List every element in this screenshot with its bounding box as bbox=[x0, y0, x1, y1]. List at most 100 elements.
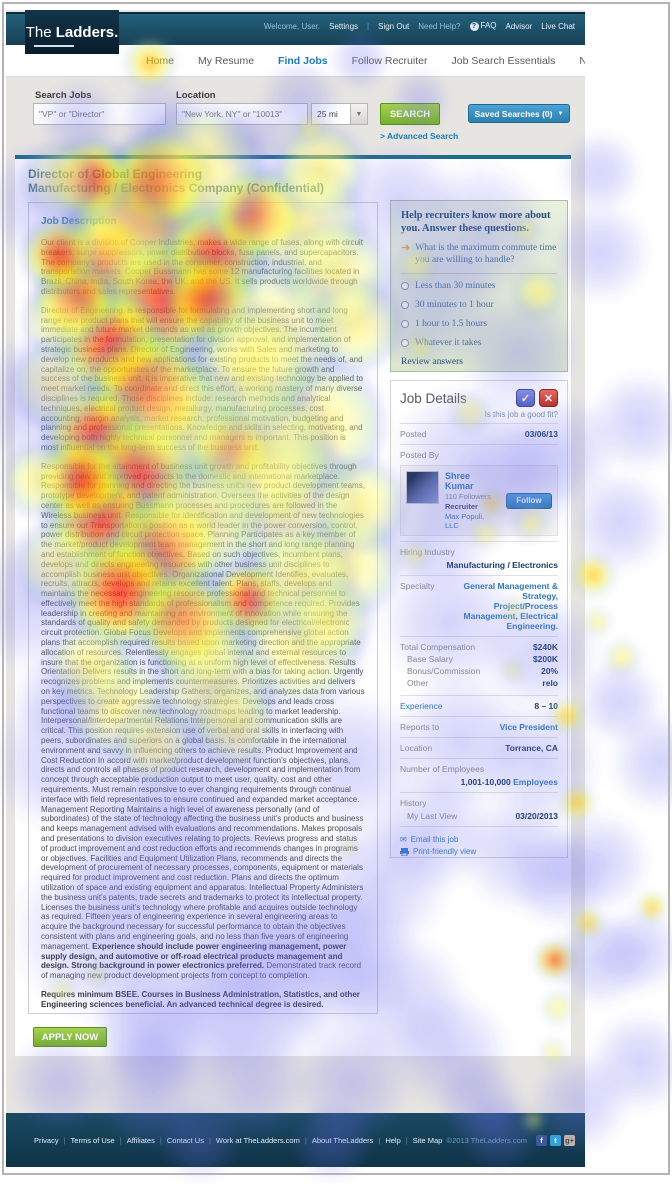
compensation-row: Base Salary $200K bbox=[407, 654, 558, 664]
account-bar: Welcome, User. Settings | Sign Out Need … bbox=[264, 21, 575, 31]
googleplus-icon[interactable]: g+ bbox=[564, 1134, 575, 1146]
saved-searches-label: Saved Searches (0) bbox=[474, 108, 553, 119]
compensation-row: Total Compensation $240K bbox=[400, 642, 558, 652]
job-actions: ✉ Email this job Print-friendly view bbox=[400, 826, 558, 857]
nav-item-find-jobs[interactable]: Find Jobs bbox=[278, 54, 328, 67]
good-fit-question: Is this job a good fit? bbox=[484, 410, 558, 419]
logo-text-the: The bbox=[25, 23, 52, 41]
radio-icon[interactable] bbox=[401, 282, 409, 290]
printer-icon bbox=[400, 847, 409, 856]
saved-searches-button[interactable]: Saved Searches (0) ▼ bbox=[468, 104, 570, 123]
radio-icon[interactable] bbox=[401, 320, 409, 328]
search-jobs-label: Search Jobs bbox=[35, 90, 92, 101]
follow-button[interactable]: Follow bbox=[506, 492, 552, 509]
theladders-logo[interactable]: The Ladders. bbox=[25, 10, 119, 54]
footer-link-contact-us[interactable]: Contact Us bbox=[167, 1136, 216, 1145]
footer-link-help[interactable]: Help bbox=[385, 1136, 412, 1145]
recruiter-questions-box: Help recruiters know more about you. Ans… bbox=[390, 200, 568, 372]
last-view-label: My Last View bbox=[407, 811, 458, 821]
commute-option-label: 30 minutes to 1 hour bbox=[415, 300, 494, 310]
chevron-down-icon[interactable]: ▼ bbox=[350, 104, 367, 124]
reports-to-row: Reports to Vice President bbox=[400, 716, 558, 737]
description-paragraph: Director of Engineering, is responsible … bbox=[41, 305, 363, 452]
location-row-value: Torrance, CA bbox=[505, 743, 558, 753]
posted-label: Posted bbox=[400, 429, 427, 439]
nav-item-my-resume[interactable]: My Resume bbox=[198, 54, 255, 67]
experience-row: Experience 8 – 10 bbox=[400, 695, 558, 716]
job-details-panel: Job Details ✓ ✕ Is this job a good fit? … bbox=[390, 380, 568, 858]
arrow-right-icon: ➜ bbox=[401, 242, 411, 254]
recruiter-name-link[interactable]: Shree Kumar bbox=[445, 471, 474, 491]
envelope-icon: ✉ bbox=[400, 835, 407, 844]
hiring-industry-value: Manufacturing / Electronics bbox=[446, 560, 558, 570]
radio-icon[interactable] bbox=[401, 301, 409, 309]
good-fit-yes-button[interactable]: ✓ bbox=[516, 389, 535, 407]
sign-out-link[interactable]: Sign Out bbox=[378, 21, 410, 31]
history-label: History bbox=[400, 798, 427, 808]
job-description-box: Job Description Our client is a division… bbox=[28, 202, 378, 1014]
commute-option[interactable]: 30 minutes to 1 hour bbox=[401, 300, 557, 310]
welcome-user: Welcome, User. bbox=[263, 21, 321, 31]
radio-icon[interactable] bbox=[401, 339, 409, 347]
commute-option-label: Less than 30 minutes bbox=[415, 281, 496, 291]
compensation-row: Bonus/Commission 20% bbox=[407, 666, 558, 676]
footer-link-about-theladders[interactable]: About TheLadders bbox=[312, 1136, 386, 1145]
site-canvas: The Ladders. Welcome, User. Settings | S… bbox=[6, 10, 585, 1167]
twitter-icon[interactable]: t bbox=[550, 1134, 561, 1146]
radius-value: 25 mi bbox=[317, 109, 338, 119]
email-job-link[interactable]: ✉ Email this job bbox=[400, 835, 459, 844]
advanced-search-link[interactable]: > Advanced Search bbox=[380, 131, 459, 141]
advisor-link[interactable]: Advisor bbox=[505, 21, 533, 31]
logo-underline bbox=[34, 45, 74, 47]
separator: | bbox=[367, 21, 370, 31]
faq-link[interactable]: ? FAQ bbox=[469, 21, 497, 31]
posted-row: Posted 03/06/13 bbox=[400, 423, 558, 444]
commute-option[interactable]: Less than 30 minutes bbox=[401, 281, 557, 291]
live-chat-link[interactable]: Live Chat bbox=[541, 21, 575, 31]
review-answers-link[interactable]: Review answers bbox=[401, 357, 463, 367]
job-title-line1: Director of Global Engineering bbox=[28, 167, 203, 181]
settings-link[interactable]: Settings bbox=[329, 21, 359, 31]
footer-bar: PrivacyTerms of UseAffiliatesContact UsW… bbox=[6, 1113, 585, 1167]
divider bbox=[401, 273, 557, 274]
footer-link-privacy[interactable]: Privacy bbox=[34, 1136, 71, 1145]
location-input[interactable] bbox=[176, 103, 308, 125]
footer-links: PrivacyTerms of UseAffiliatesContact UsW… bbox=[34, 1136, 447, 1145]
question-mark-icon: ? bbox=[469, 22, 479, 31]
location-label: Location bbox=[176, 90, 216, 101]
radius-select[interactable]: 25 mi ▼ bbox=[311, 103, 368, 125]
commute-option[interactable]: Whatever it takes bbox=[401, 338, 557, 348]
facebook-icon[interactable]: f bbox=[536, 1134, 547, 1146]
footer-link-affiliates[interactable]: Affiliates bbox=[127, 1136, 167, 1145]
experience-value: 8 – 10 bbox=[534, 701, 558, 711]
location-row-label: Location bbox=[400, 743, 433, 753]
commute-option[interactable]: 1 hour to 1.5 hours bbox=[401, 319, 557, 329]
compensation-rows: Total Compensation $240K Base Salary $200K B… bbox=[400, 636, 558, 695]
apply-now-button[interactable]: APPLY NOW bbox=[33, 1027, 107, 1047]
search-jobs-input[interactable] bbox=[33, 103, 166, 125]
footer-link-terms-of-use[interactable]: Terms of Use bbox=[71, 1136, 127, 1145]
nav-item-job-search-essentials[interactable]: Job Search Essentials bbox=[451, 54, 556, 67]
nav-item-home[interactable]: Home bbox=[146, 54, 175, 67]
description-paragraph: Our client is a division of Cooper Indus… bbox=[41, 238, 363, 296]
hiring-industry-row: Hiring Industry Manufacturing / Electron… bbox=[400, 541, 558, 575]
print-view-link[interactable]: Print-friendly view bbox=[400, 847, 558, 856]
footer-link-site-map[interactable]: Site Map bbox=[412, 1135, 443, 1145]
footer-link-work-at-theladders-com[interactable]: Work at TheLadders.com bbox=[216, 1136, 312, 1145]
good-fit-no-button[interactable]: ✕ bbox=[539, 389, 558, 407]
experience-label: Experience bbox=[400, 701, 443, 711]
search-button[interactable]: SEARCH bbox=[380, 103, 440, 125]
nav-item-news-advice[interactable]: News & Advice bbox=[579, 54, 585, 67]
last-view-value: 03/20/2013 bbox=[515, 811, 558, 821]
compensation-row: Other relo bbox=[407, 678, 558, 688]
description-paragraph: Responsible for the attainment of busine… bbox=[41, 461, 365, 981]
job-title-line2: Manufacturing / Electronics Company (Con… bbox=[28, 181, 325, 195]
recruiter-followers: 110 Followers bbox=[445, 492, 492, 501]
hiring-industry-label: Hiring Industry bbox=[400, 547, 455, 557]
commute-option-label: 1 hour to 1.5 hours bbox=[415, 319, 488, 329]
nav-item-follow-recruiter[interactable]: Follow Recruiter bbox=[351, 54, 428, 67]
recruiter-company-link[interactable]: Max Populi, LLC bbox=[445, 512, 485, 530]
commute-option-label: Whatever it takes bbox=[415, 338, 482, 348]
commute-question: What is the maximum commute time you are… bbox=[415, 243, 557, 265]
posted-value: 03/06/13 bbox=[524, 429, 558, 439]
